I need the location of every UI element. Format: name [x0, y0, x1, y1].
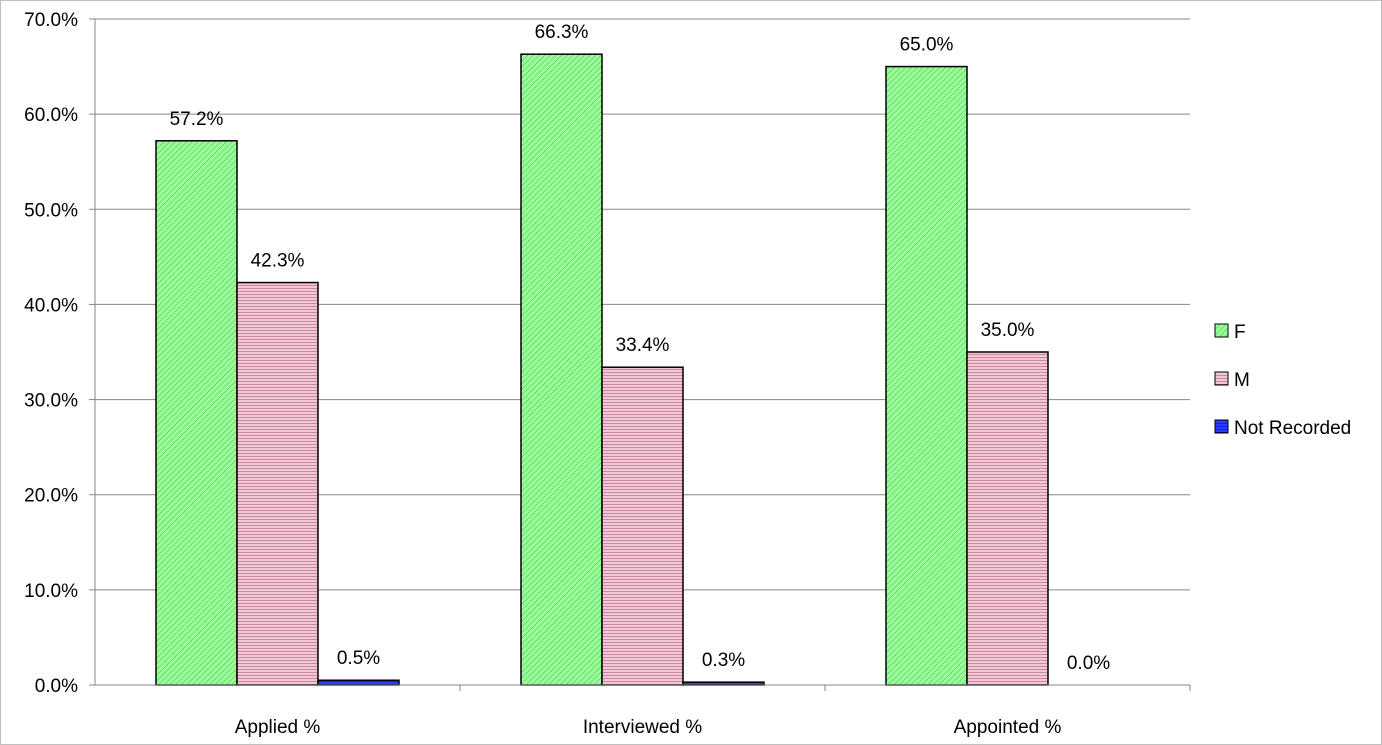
y-tick-label: 60.0%	[24, 105, 78, 126]
data-label: 65.0%	[900, 35, 954, 56]
data-labels: 57.2% 42.3% 0.5% 66.3% 33.4% 0.3% 65.0% 35.0% 0.…	[170, 22, 1111, 674]
bar-not-recorded	[317, 679, 400, 686]
y-tick-label: 40.0%	[24, 295, 78, 316]
bar-f	[155, 140, 238, 686]
bars	[155, 53, 1049, 686]
data-label: 0.5%	[337, 648, 380, 669]
legend-label: F	[1234, 322, 1246, 343]
y-tick-label: 20.0%	[24, 486, 78, 507]
y-tick-label: 50.0%	[24, 200, 78, 221]
legend-label: M	[1234, 370, 1250, 391]
bar-f	[520, 53, 603, 686]
bar-m	[236, 281, 319, 686]
data-label: 42.3%	[251, 251, 305, 272]
legend-swatch-m	[1214, 371, 1229, 386]
data-label: 33.4%	[616, 335, 670, 356]
data-label: 0.3%	[702, 650, 745, 671]
bar-m	[966, 351, 1049, 686]
x-axis: Applied % Interviewed % Appointed %	[95, 684, 1191, 738]
legend-swatch-not-recorded	[1214, 419, 1229, 434]
y-tick-label: 70.0%	[24, 10, 78, 31]
legend-swatch-f	[1214, 323, 1229, 338]
bar-m	[601, 366, 684, 686]
data-label: 35.0%	[981, 320, 1035, 341]
x-tick-label: Interviewed %	[583, 717, 702, 738]
y-tick-label: 30.0%	[24, 391, 78, 412]
x-tick-label: Appointed %	[954, 717, 1062, 738]
bar-f	[885, 65, 968, 686]
y-tick-label: 10.0%	[24, 581, 78, 602]
data-label: 66.3%	[535, 22, 589, 43]
data-label: 0.0%	[1067, 653, 1110, 674]
y-tick-label: 0.0%	[35, 676, 78, 697]
legend-label: Not Recorded	[1234, 418, 1351, 439]
data-label: 57.2%	[170, 109, 224, 130]
legend: F M Not Recorded	[1214, 322, 1351, 439]
x-tick-label: Applied %	[235, 717, 321, 738]
y-axis: 0.0% 10.0% 20.0% 30.0% 40.0% 50.0% 60.0% 70.0%	[24, 10, 96, 697]
